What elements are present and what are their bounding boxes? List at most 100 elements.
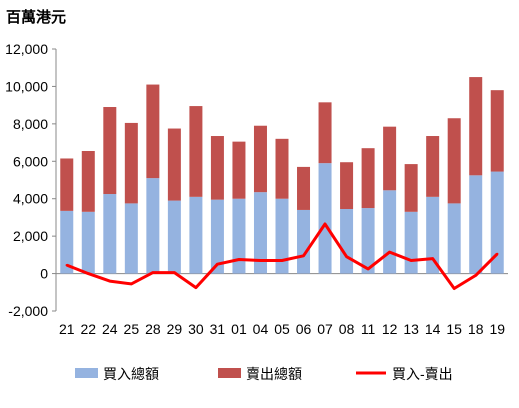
net-point — [216, 263, 219, 266]
legend-item-net: 買入-賣出 — [356, 366, 453, 382]
net-point — [151, 271, 155, 274]
legend-label: 買入-賣出 — [392, 366, 453, 382]
bar-buy-total — [447, 203, 461, 274]
y-tick-label: -2,000 — [8, 303, 48, 319]
bar-sell-total — [81, 150, 95, 212]
net-point — [108, 279, 112, 283]
x-tick-label: 12 — [382, 321, 398, 337]
net-point — [474, 274, 477, 277]
bar-sell-total — [469, 77, 483, 176]
y-tick-label: 8,000 — [13, 116, 48, 132]
net-point — [452, 287, 456, 290]
net-point — [65, 263, 68, 267]
x-tick-label: 22 — [80, 321, 96, 337]
x-tick-label: 24 — [102, 321, 118, 337]
bar-buy-total — [297, 209, 311, 274]
bar-sell-total — [297, 166, 311, 210]
x-tick-label: 11 — [361, 321, 376, 337]
y-tick-label: 2,000 — [13, 228, 48, 244]
x-tick-label: 04 — [253, 321, 269, 337]
x-tick-label: 01 — [231, 321, 247, 337]
net-point — [345, 255, 348, 258]
bar-sell-total — [253, 125, 267, 193]
bar-buy-total — [124, 203, 138, 274]
bar-buy-total — [103, 194, 117, 274]
net-point — [302, 254, 305, 257]
bar-buy-total — [81, 211, 95, 274]
x-tick-label: 18 — [468, 321, 484, 337]
x-tick-label: 30 — [188, 321, 204, 337]
bar-sell-total — [275, 138, 289, 199]
x-tick-label: 14 — [425, 321, 441, 337]
net-point — [237, 258, 241, 261]
bar-sell-total — [210, 136, 224, 200]
x-tick-label: 21 — [59, 321, 75, 337]
x-tick-label: 19 — [489, 321, 505, 337]
x-tick-label: 13 — [403, 321, 419, 337]
bar-sell-total — [318, 102, 332, 164]
net-point — [259, 259, 262, 262]
bar-buy-total — [146, 178, 160, 274]
legend-label: 買入總額 — [103, 366, 159, 382]
net-point — [87, 272, 90, 275]
net-point — [194, 286, 198, 289]
net-point — [173, 271, 176, 274]
bar-sell-total — [146, 84, 160, 179]
bar-sell-total — [340, 162, 354, 210]
bar-buy-total — [167, 200, 181, 274]
x-tick-label: 05 — [274, 321, 290, 337]
net-point — [431, 257, 434, 260]
x-tick-label: 29 — [167, 321, 183, 337]
legend-swatch — [75, 368, 98, 378]
bar-buy-total — [60, 210, 74, 274]
unit-label: 百萬港元 — [6, 8, 67, 26]
bar-buy-total — [426, 196, 440, 274]
x-tick-label: 07 — [317, 321, 333, 337]
legend-label: 賣出總額 — [246, 366, 302, 382]
bar-sell-total — [361, 148, 375, 209]
bar-sell-total — [404, 164, 418, 212]
net-point — [409, 259, 413, 262]
y-tick-label: 4,000 — [13, 191, 48, 207]
net-point — [496, 252, 499, 256]
bar-sell-total — [447, 118, 461, 204]
bar-buy-total — [404, 211, 418, 274]
bar-buy-total — [318, 163, 332, 274]
bar-buy-total — [210, 199, 224, 274]
y-tick-label: 6,000 — [13, 153, 48, 169]
bar-sell-total — [426, 136, 440, 197]
bar-sell-total — [383, 126, 397, 191]
x-tick-label: 15 — [446, 321, 462, 337]
bar-buy-total — [490, 171, 504, 274]
net-point — [323, 222, 327, 226]
y-tick-label: 0 — [40, 266, 48, 282]
bar-buy-total — [189, 196, 203, 274]
x-tick-label: 08 — [339, 321, 355, 337]
bar-sell-total — [124, 122, 138, 204]
net-point — [388, 250, 391, 254]
bar-sell-total — [103, 107, 117, 195]
legend-item-sell: 賣出總額 — [218, 366, 302, 382]
legend-item-buy: 買入總額 — [75, 366, 159, 382]
bar-buy-total — [469, 175, 483, 274]
x-tick-label: 31 — [210, 321, 226, 337]
x-tick-label: 25 — [124, 321, 140, 337]
legend-swatch — [218, 368, 241, 378]
bar-buy-total — [383, 190, 397, 274]
bar-buy-total — [275, 198, 289, 274]
net-point — [366, 267, 370, 271]
net-point — [130, 282, 133, 286]
bar-buy-total — [361, 208, 375, 274]
y-tick-label: 12,000 — [5, 41, 48, 57]
bar-sell-total — [490, 90, 504, 172]
bar-buy-total — [340, 209, 354, 274]
x-tick-label: 28 — [145, 321, 161, 337]
net-point — [280, 259, 284, 262]
bar-sell-total — [60, 158, 74, 211]
y-tick-label: 10,000 — [5, 78, 48, 94]
bar-sell-total — [167, 128, 181, 201]
bar-buy-total — [253, 192, 267, 274]
x-tick-label: 06 — [296, 321, 312, 337]
